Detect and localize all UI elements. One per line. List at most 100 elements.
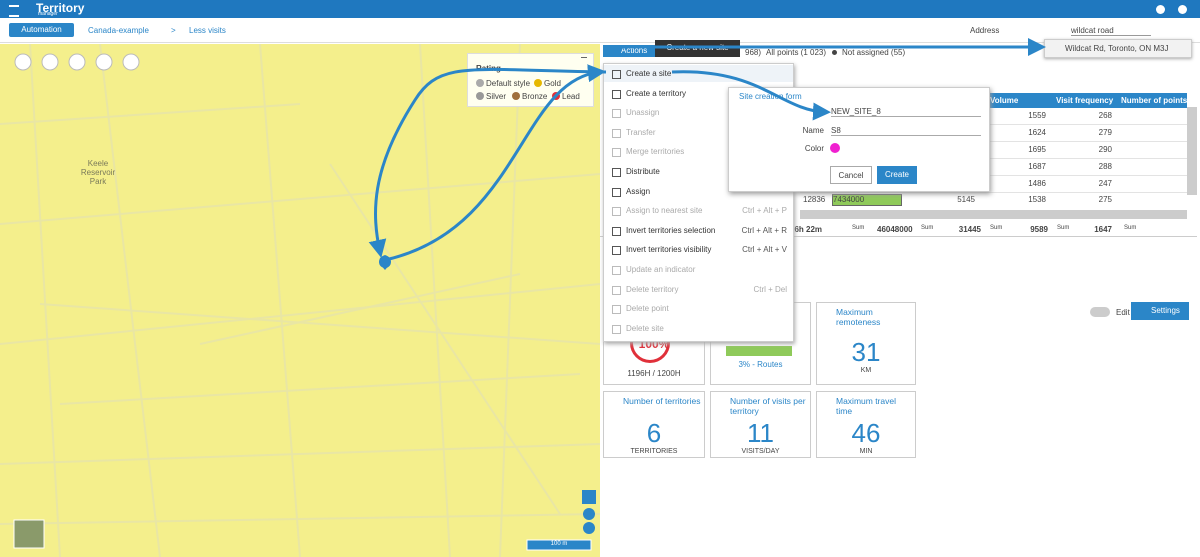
kpi-card: Maximum remoteness 31 KM (816, 302, 916, 385)
kpi-card: Number of visits per territory 11 VISITS/D… (710, 391, 811, 458)
menu-item[interactable]: Invert territories selection (626, 225, 716, 235)
count-fragment: 968) (745, 48, 762, 57)
menu-item[interactable]: Distribute (626, 167, 660, 176)
edit-toggle[interactable] (1090, 307, 1110, 317)
address-input[interactable]: wildcat road (1071, 26, 1151, 36)
legend-close[interactable] (581, 57, 587, 64)
menu-item[interactable]: Update an indicator (626, 265, 696, 274)
legend-swatch (534, 79, 542, 87)
legend-label: Silver (486, 92, 507, 101)
menu-item[interactable]: Create a territory (626, 88, 687, 98)
color-swatch[interactable] (830, 143, 840, 153)
menu-item[interactable]: Create a site (626, 69, 672, 78)
table: Volume Visit frequency Number of points 155… (600, 87, 1197, 237)
cell: 5145 (957, 195, 975, 204)
row-line (800, 158, 1187, 159)
menu-item[interactable]: Delete point (626, 304, 669, 314)
legend-swatch (476, 92, 484, 100)
not-assigned[interactable]: Not assigned (55) (842, 48, 906, 57)
menu-icon[interactable] (9, 5, 19, 17)
sum-label: Sum (1057, 225, 1070, 231)
row-line (800, 124, 1187, 125)
menu-item[interactable]: Delete territory (626, 284, 679, 294)
sum-label: Sum (921, 225, 934, 231)
cell: 1687 (1028, 162, 1046, 171)
menu-item[interactable]: Unassign (626, 108, 660, 118)
table-header (988, 93, 1187, 108)
menu-icon (612, 128, 621, 138)
name-input[interactable]: S8 (831, 126, 981, 136)
actions-menu: Create a site Create a territory Unassign T… (603, 63, 794, 342)
map (0, 44, 600, 557)
v-scrollbar[interactable] (1187, 107, 1197, 195)
kpi-title: Maximum remoteness (836, 307, 881, 327)
legend-label: Gold (544, 79, 561, 88)
menu-icon (612, 148, 621, 158)
menu-item[interactable]: Delete site (626, 323, 664, 333)
kpi-value: 46 (851, 418, 881, 448)
sum-value: 46048000 (877, 225, 913, 234)
menu-icon (612, 266, 621, 275)
sum-value: 9589 (1030, 225, 1048, 234)
cell: 12836 (803, 195, 826, 204)
menu-item[interactable]: Invert territories visibility (626, 245, 712, 255)
menu-item[interactable]: Transfer (626, 127, 656, 137)
create-button[interactable]: Create (877, 166, 917, 184)
kpi-card: Maximum travel time 46 MIN (816, 391, 916, 458)
sum-label: Sum (1124, 225, 1137, 231)
breadcrumb[interactable]: Less visits (189, 26, 226, 35)
cell: 1538 (1028, 195, 1046, 204)
logo-sub: manager (38, 11, 58, 17)
menu-shortcut: Ctrl + Alt + V (742, 245, 787, 255)
legend-label: Bronze (522, 92, 548, 101)
menu-item[interactable]: Merge territories (626, 147, 685, 157)
automation-button[interactable]: Automation (9, 23, 74, 37)
row-line (800, 175, 1187, 176)
breadcrumb[interactable]: Canada-example (88, 26, 149, 35)
kpi-title: Number of territories (623, 396, 701, 406)
menu-shortcut: Ctrl + Alt + P (742, 206, 787, 216)
routes-bar (726, 346, 792, 356)
h-scrollbar[interactable] (800, 210, 1187, 219)
menu-shortcut: Ctrl + Del (753, 284, 787, 294)
kpi-caption: 3% - Routes (738, 360, 783, 369)
help-icon[interactable] (1156, 5, 1165, 14)
menu-item[interactable]: Assign to nearest site (626, 206, 703, 216)
logo: Territory (36, 1, 85, 15)
kpi-title: Number of visits per territory (730, 396, 806, 416)
kpi-caption: 1196H / 1200H (627, 369, 681, 378)
cell: 7434000 (832, 194, 902, 206)
kpi-unit: TERRITORIES (630, 448, 678, 455)
row-line (800, 192, 1187, 193)
menu-icon (612, 246, 621, 256)
code-input[interactable]: NEW_SITE_8 (831, 107, 981, 117)
column-header: Visit frequency (1056, 96, 1114, 105)
edit-label: Edit (1116, 308, 1130, 317)
user-icon[interactable] (1178, 5, 1187, 14)
color-label: Color (804, 144, 824, 153)
settings-button[interactable]: Settings (1131, 302, 1189, 320)
sum-value: 96h 22m (790, 225, 823, 234)
address-suggestion[interactable]: Wildcat Rd, Toronto, ON M3J (1044, 39, 1192, 58)
menu-icon (612, 305, 621, 315)
dialog-title: Site creation form (739, 92, 802, 101)
cell: 290 (1098, 145, 1112, 154)
menu-icon (612, 89, 621, 99)
toolbar-border (0, 42, 1200, 43)
cancel-button[interactable]: Cancel (830, 166, 872, 184)
all-points[interactable]: All points (1 023) (766, 48, 827, 57)
cell: 268 (1098, 111, 1112, 120)
menu-icon (612, 70, 621, 79)
legend-swatch (476, 79, 484, 87)
sum-value: 1647 (1094, 225, 1112, 234)
site-dialog: Site creation form NEW_SITE_8 Name S8 Color C… (728, 87, 990, 192)
menu-icon (612, 285, 621, 295)
kpi-unit: VISITS/DAY (741, 448, 780, 455)
menu-item[interactable]: Assign (626, 186, 651, 196)
cell: 247 (1098, 179, 1112, 188)
column-header: Number of points (1121, 96, 1188, 105)
cell: 275 (1098, 195, 1112, 204)
kpi-value: 11 (747, 418, 774, 448)
scale-label: 100 m (550, 541, 568, 547)
